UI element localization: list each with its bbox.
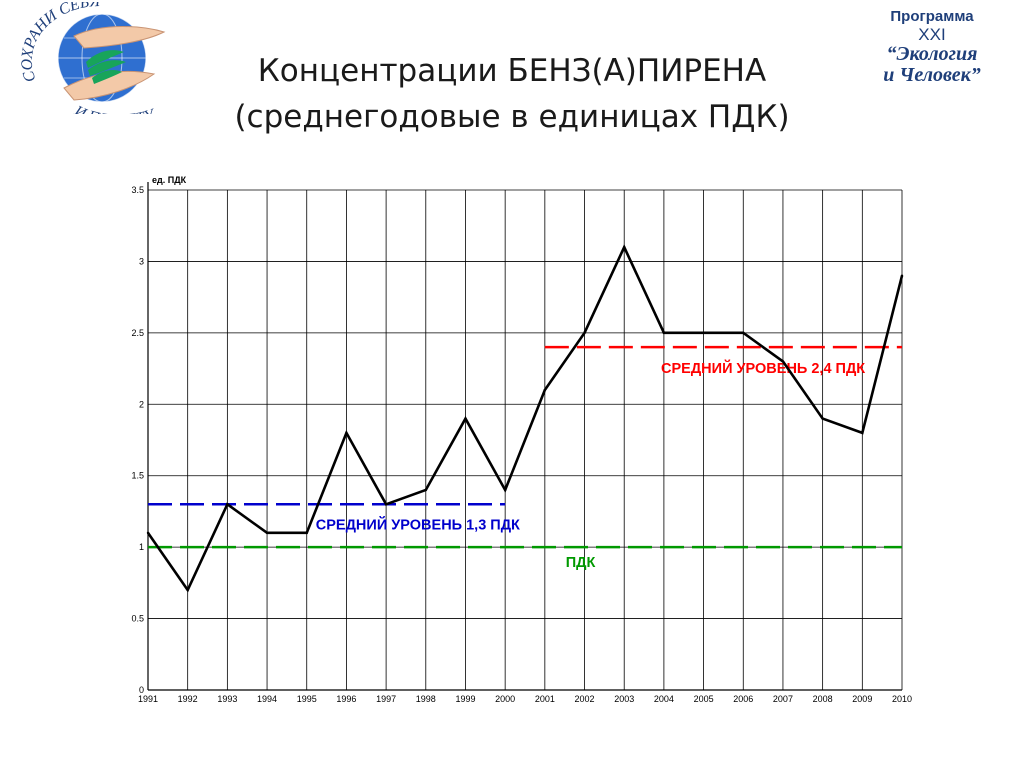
y-axis-label: ед. ПДК	[152, 175, 187, 185]
x-tick-label: 2010	[892, 694, 912, 704]
y-tick-label: 3.5	[131, 185, 144, 195]
y-tick-label: 2	[139, 399, 144, 409]
data-point	[543, 388, 547, 392]
x-tick-label: 1994	[257, 694, 277, 704]
x-tick-label: 1991	[138, 694, 158, 704]
data-point	[345, 431, 348, 435]
data-point	[821, 417, 824, 420]
series-line	[146, 244, 904, 593]
y-tick-label: 3	[139, 256, 144, 266]
y-tick-label: 1.5	[131, 471, 144, 481]
data-point	[265, 531, 269, 535]
svg-text:И ПЛАНЕТУ: И ПЛАНЕТУ	[71, 103, 158, 114]
data-point	[226, 503, 229, 506]
title-line-1: Концентрации БЕНЗ(А)ПИРЕНА	[257, 53, 767, 89]
data-point	[305, 531, 308, 535]
x-tick-label: 1993	[217, 694, 237, 704]
data-point	[900, 274, 904, 277]
data-point	[424, 488, 427, 492]
y-tick-label: 2.5	[131, 328, 144, 338]
x-tick-label: 2008	[813, 694, 833, 704]
slide-title: Концентрации БЕНЗ(А)ПИРЕНА (среднегодовы…	[150, 48, 874, 140]
logo-save-planet: СОХРАНИ СЕБЯ И ПЛАНЕТУ	[18, 2, 166, 114]
x-tick-label: 1995	[297, 694, 317, 704]
y-axis-ticks: 0 0.5 1 1.5 2 2.5 3 3.5	[131, 185, 144, 695]
series	[146, 244, 904, 593]
logo-program-xxi: Программа XXI “Экология и Человек”	[852, 8, 1012, 108]
x-tick-label: 2003	[614, 694, 634, 704]
x-tick-label: 1999	[455, 694, 475, 704]
data-point	[186, 588, 189, 592]
data-point	[662, 331, 666, 335]
reference-line-label: СРЕДНИЙ УРОВЕНЬ 2,4 ПДК	[661, 359, 865, 377]
logo-right-line-1: Программа	[890, 8, 974, 25]
chart-grid	[147, 182, 903, 691]
y-tick-label: 0	[139, 685, 144, 695]
data-point	[464, 417, 467, 420]
x-tick-label: 2006	[733, 694, 753, 704]
x-tick-label: 2007	[773, 694, 793, 704]
hand-icon	[73, 26, 166, 49]
x-tick-label: 2005	[694, 694, 714, 704]
data-point	[742, 331, 745, 335]
y-tick-label: 1	[139, 542, 144, 552]
title-line-2: (среднегодовые в единицах ПДК)	[234, 99, 790, 135]
x-tick-label: 1996	[336, 694, 356, 704]
data-point	[702, 331, 705, 335]
x-tick-label: 2000	[495, 694, 515, 704]
x-axis-ticks: 1991 1992 1993 1994 1995 1996 1997 1998 1999 2000…	[138, 694, 912, 704]
reference-line-label: СРЕДНИЙ УРОВЕНЬ 1,3 ПДК	[316, 515, 520, 533]
line-chart: 00.511.522.533.5 1991 1992 1993 1994 1995 199…	[131, 175, 912, 704]
data-point	[623, 245, 626, 249]
logo-left-text-bottom: И ПЛАНЕТУ	[71, 103, 158, 114]
x-tick-label: 1997	[376, 694, 396, 704]
logo-right-line-2: XXI	[918, 25, 946, 44]
data-point	[384, 503, 388, 506]
logo-right-line-3: “Экология	[886, 43, 978, 65]
y-tick-label: 0.5	[131, 614, 144, 624]
reference-line-label: ПДК	[566, 555, 596, 571]
x-tick-label: 1992	[178, 694, 198, 704]
data-point	[503, 488, 507, 492]
x-tick-label: 2009	[852, 694, 872, 704]
logo-right-line-4: и Человек”	[883, 64, 981, 86]
x-tick-label: 1998	[416, 694, 436, 704]
data-point	[583, 331, 586, 335]
x-tick-label: 2002	[575, 694, 595, 704]
data-point	[146, 531, 150, 535]
data-point	[861, 431, 864, 435]
data-point	[781, 360, 785, 363]
x-tick-label: 2001	[535, 694, 555, 704]
hand-icon	[63, 70, 156, 101]
x-tick-label: 2004	[654, 694, 674, 704]
reference-lines: СРЕДНИЙ УРОВЕНЬ 1,3 ПДК СРЕДНИЙ УРОВЕНЬ 2…	[148, 345, 902, 571]
